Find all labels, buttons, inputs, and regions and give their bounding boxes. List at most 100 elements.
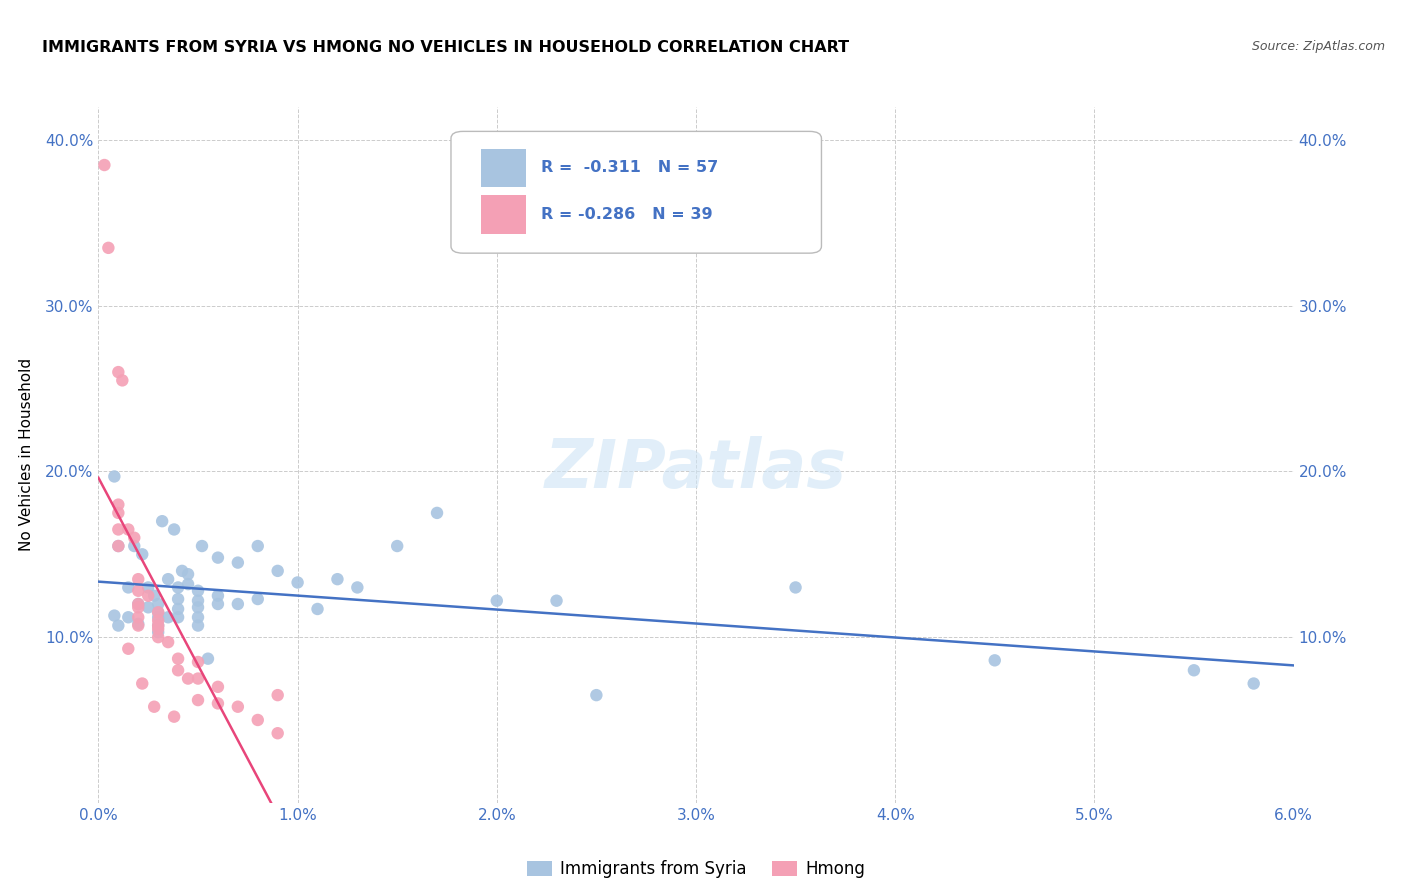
Point xyxy=(267,564,290,578)
Point xyxy=(207,589,229,603)
Point xyxy=(103,608,125,623)
Point xyxy=(93,158,115,172)
Point xyxy=(131,547,153,561)
Point xyxy=(346,581,368,595)
Point xyxy=(157,572,180,586)
Point xyxy=(187,672,209,686)
Point xyxy=(124,539,146,553)
Point xyxy=(187,693,209,707)
Point xyxy=(197,651,219,665)
Point xyxy=(124,531,146,545)
Point xyxy=(127,597,149,611)
Point xyxy=(107,523,129,537)
Point xyxy=(157,635,180,649)
Point xyxy=(207,550,229,565)
Point xyxy=(136,581,159,595)
Point xyxy=(148,622,170,636)
Point xyxy=(246,592,269,607)
Point xyxy=(984,653,1007,667)
Point xyxy=(127,572,149,586)
Text: ZIPatlas: ZIPatlas xyxy=(546,436,846,502)
Point xyxy=(187,583,209,598)
Point xyxy=(131,676,153,690)
Point xyxy=(226,556,249,570)
Point xyxy=(167,663,190,677)
Point xyxy=(148,605,170,619)
Point xyxy=(167,610,190,624)
Point xyxy=(143,699,166,714)
Point xyxy=(307,602,329,616)
Text: Source: ZipAtlas.com: Source: ZipAtlas.com xyxy=(1251,40,1385,54)
Point xyxy=(117,523,139,537)
Point xyxy=(148,605,170,619)
Point xyxy=(207,597,229,611)
Point xyxy=(167,592,190,607)
Point xyxy=(226,699,249,714)
Point xyxy=(177,577,200,591)
Point xyxy=(585,688,607,702)
Point xyxy=(157,610,180,624)
Point xyxy=(163,709,186,723)
Legend: Immigrants from Syria, Hmong: Immigrants from Syria, Hmong xyxy=(520,854,872,885)
Point xyxy=(107,506,129,520)
Point xyxy=(150,514,173,528)
Point xyxy=(107,539,129,553)
Point xyxy=(172,564,194,578)
FancyBboxPatch shape xyxy=(451,131,821,253)
Point xyxy=(111,373,134,387)
Point xyxy=(207,697,229,711)
Point xyxy=(127,583,149,598)
Point xyxy=(187,655,209,669)
Point xyxy=(187,610,209,624)
Point xyxy=(103,469,125,483)
Point xyxy=(485,593,508,607)
Point xyxy=(546,593,568,607)
Point xyxy=(127,616,149,631)
FancyBboxPatch shape xyxy=(481,149,526,187)
Point xyxy=(148,625,170,640)
Point xyxy=(127,600,149,615)
Point xyxy=(1243,676,1265,690)
Point xyxy=(127,597,149,611)
Point xyxy=(148,630,170,644)
Point xyxy=(187,618,209,632)
Point xyxy=(1182,663,1205,677)
Point xyxy=(107,365,129,379)
Point xyxy=(117,581,139,595)
Point xyxy=(187,593,209,607)
Point xyxy=(267,726,290,740)
Point xyxy=(385,539,409,553)
Point xyxy=(177,672,200,686)
Point xyxy=(136,589,159,603)
Text: R = -0.286   N = 39: R = -0.286 N = 39 xyxy=(541,207,713,222)
Point xyxy=(785,581,807,595)
FancyBboxPatch shape xyxy=(481,195,526,234)
Point xyxy=(127,618,149,632)
Point xyxy=(191,539,214,553)
Point xyxy=(148,618,170,632)
Point xyxy=(226,597,249,611)
Text: IMMIGRANTS FROM SYRIA VS HMONG NO VEHICLES IN HOUSEHOLD CORRELATION CHART: IMMIGRANTS FROM SYRIA VS HMONG NO VEHICL… xyxy=(42,40,849,55)
Point xyxy=(143,589,166,603)
Point xyxy=(97,241,120,255)
Point xyxy=(177,567,200,582)
Point xyxy=(326,572,349,586)
Point xyxy=(167,651,190,665)
Point xyxy=(107,498,129,512)
Point xyxy=(117,610,139,624)
Point xyxy=(167,581,190,595)
Point xyxy=(267,688,290,702)
Point xyxy=(107,539,129,553)
Point xyxy=(187,600,209,615)
Point xyxy=(287,575,309,590)
Point xyxy=(426,506,449,520)
Point xyxy=(107,618,129,632)
Point xyxy=(167,602,190,616)
Y-axis label: No Vehicles in Household: No Vehicles in Household xyxy=(18,359,34,551)
Text: R =  -0.311   N = 57: R = -0.311 N = 57 xyxy=(541,161,718,176)
Point xyxy=(148,614,170,628)
Point xyxy=(246,539,269,553)
Point xyxy=(246,713,269,727)
Point xyxy=(163,523,186,537)
Point xyxy=(136,600,159,615)
